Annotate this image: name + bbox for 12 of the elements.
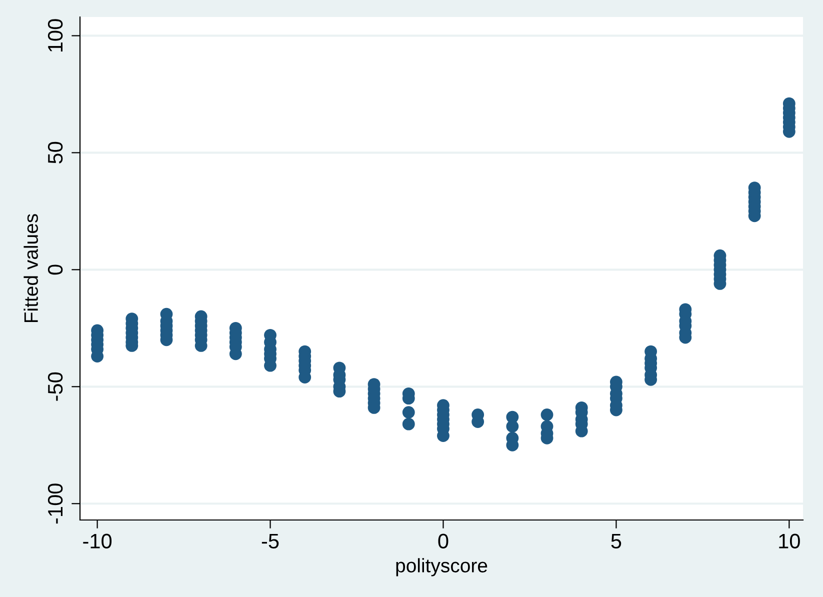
x-axis-title: polityscore xyxy=(396,558,488,576)
x-tick-label: 5 xyxy=(611,534,622,548)
x-tick-label: -5 xyxy=(262,534,279,548)
x-tick-label: 10 xyxy=(779,534,800,548)
x-tick-label: 0 xyxy=(438,534,448,548)
y-tick-label: 100 xyxy=(48,19,63,52)
y-tick-label: 50 xyxy=(48,142,63,164)
x-tick-label: -10 xyxy=(83,534,112,548)
y-axis-title: Fitted values xyxy=(24,214,38,322)
y-tick-label: 0 xyxy=(48,264,63,275)
y-tick-label: -100 xyxy=(48,484,63,524)
y-tick-label: -50 xyxy=(48,372,63,401)
